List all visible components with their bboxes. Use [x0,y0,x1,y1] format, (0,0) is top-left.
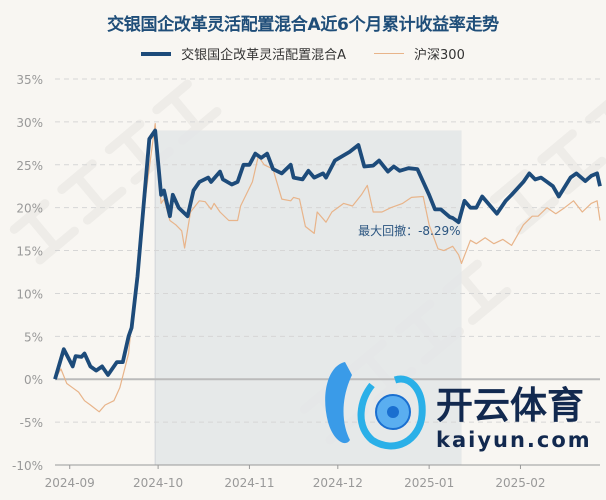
x-tick-label: 2025-01 [404,476,454,490]
legend-label-hs300: 沪深300 [414,48,465,63]
chart-title: 交银国企改革灵活配置混合A近6个月累计收益率走势 [107,15,499,35]
logo-k-stroke [325,362,352,444]
y-tick-label: 15% [16,245,43,259]
series-line-fund [53,128,602,380]
legend-item-hs300[interactable]: 沪深300 [374,44,465,63]
y-tick-label: -10% [12,459,43,473]
logo-swirl [357,375,426,450]
logo-cn: 开云体育 [436,384,584,427]
watermark-glyph [57,159,127,225]
x-tick-label: 2024-12 [313,476,363,490]
legend-swatch-hs300 [374,53,405,54]
watermark-glyphs [489,89,606,235]
y-tick-label: 25% [16,159,43,173]
logo-en: kaiyun.com [436,428,592,452]
y-tick-label: 35% [16,73,43,87]
x-tick-label: 2024-09 [45,476,95,490]
logo-ball-patch [387,406,399,418]
legend-label-fund: 交银国企改革灵活配置混合A [181,48,347,63]
watermark-glyph [584,89,606,155]
x-tick-label: 2025-02 [495,476,545,490]
y-tick-label: 10% [16,287,43,301]
x-tick-label: 2024-10 [133,476,183,490]
legend-swatch-fund [141,51,172,56]
y-tick-label: 30% [16,116,43,130]
legend-item-fund[interactable]: 交银国企改革灵活配置混合A [141,44,346,63]
max-drawdown-label: 最大回撤：-8.29% [358,223,460,238]
y-tick-label: 20% [16,202,43,216]
legend: 交银国企改革灵活配置混合A 沪深300 [0,44,606,63]
x-tick-label: 2024-11 [224,476,274,490]
watermark-glyph [9,199,79,265]
watermark-glyph [537,129,606,195]
y-tick-label: -5% [20,416,43,430]
y-tick-label: 0% [24,373,43,387]
y-tick-label: 5% [24,330,43,344]
